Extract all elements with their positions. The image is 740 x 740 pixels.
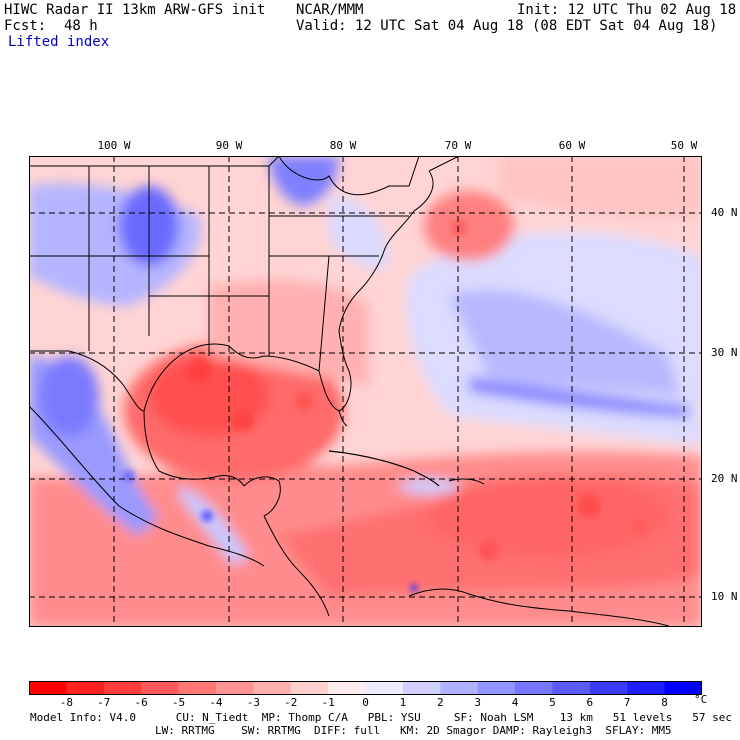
lat-label-20n: 20 N — [711, 472, 738, 485]
forecast-label: Fcst: — [4, 18, 47, 34]
lon-label-50w: 50 W — [670, 139, 698, 152]
lon-label-90w: 90 W — [215, 139, 243, 152]
color-swatch — [440, 681, 479, 695]
model-info-line-1: Model Info: V4.0 CU: N_Tiedt MP: Thomp C… — [30, 711, 732, 724]
color-scale-tick-label: 2 — [436, 696, 444, 709]
model-info-line-2: LW: RRTMG SW: RRTMG DIFF: full KM: 2D Sm… — [155, 724, 672, 737]
lon-label-80w: 80 W — [329, 139, 357, 152]
color-swatch — [103, 681, 142, 695]
color-swatch — [141, 681, 180, 695]
color-swatch — [215, 681, 254, 695]
color-swatch — [29, 681, 67, 695]
color-swatch — [664, 681, 702, 695]
color-scale-tick-label: 5 — [549, 696, 556, 709]
color-scale-tick-label: 3 — [474, 696, 481, 709]
color-swatch — [477, 681, 516, 695]
color-scale-tick-label: 8 — [661, 696, 668, 709]
color-scale-tick-label: -3 — [246, 696, 260, 709]
color-swatch — [290, 681, 329, 695]
color-swatch — [178, 681, 217, 695]
color-scale-tick-label: 1 — [399, 696, 407, 709]
lifted-index-map — [29, 156, 702, 627]
lon-label-60w: 60 W — [558, 139, 586, 152]
color-swatch — [365, 681, 404, 695]
unit-label: °C — [694, 693, 708, 706]
lat-label-10n: 10 N — [711, 590, 738, 603]
color-swatch — [589, 681, 628, 695]
lon-label-70w: 70 W — [444, 139, 472, 152]
init-time: Init: 12 UTC Thu 02 Aug 18 — [517, 2, 737, 18]
color-scale-tick-label: 7 — [623, 696, 631, 709]
color-scale-tick-label: 0 — [362, 696, 369, 709]
valid-time: Valid: 12 UTC Sat 04 Aug 18 (08 EDT Sat … — [296, 18, 718, 34]
field-texture — [123, 220, 647, 592]
color-swatch — [627, 681, 666, 695]
color-scale-tick-label: 4 — [511, 696, 519, 709]
color-swatch — [515, 681, 553, 695]
lon-label-100w: 100 W — [97, 139, 131, 152]
color-scale-tick-label: -7 — [97, 696, 111, 709]
color-swatch — [552, 681, 591, 695]
latlon-grid — [29, 156, 702, 627]
color-swatch — [66, 681, 105, 695]
color-scale-bar — [29, 681, 702, 695]
color-scale-tick-label: -1 — [321, 696, 335, 709]
organization-label: NCAR/MMM — [296, 2, 364, 18]
color-scale-tick-label: 6 — [586, 696, 594, 709]
color-scale-tick-label: -5 — [171, 696, 186, 709]
map-frame — [29, 156, 702, 627]
color-swatch — [402, 681, 441, 695]
color-scale-tick-label: -6 — [134, 696, 148, 709]
color-swatch — [328, 681, 366, 695]
color-scale-tick-label: -4 — [209, 696, 223, 709]
lat-label-40n: 40 N — [711, 206, 738, 219]
color-swatch — [253, 681, 292, 695]
model-title: HIWC Radar II 13km ARW-GFS init — [4, 2, 266, 18]
color-scale-tick-label: -2 — [284, 696, 298, 709]
political-borders — [29, 156, 670, 627]
field-name: Lifted index — [8, 34, 110, 50]
color-scale-frame — [29, 681, 702, 695]
color-scale-tick-label: -8 — [59, 696, 73, 709]
lat-label-30n: 30 N — [711, 346, 738, 359]
forecast-hour: 48 h — [64, 18, 98, 34]
